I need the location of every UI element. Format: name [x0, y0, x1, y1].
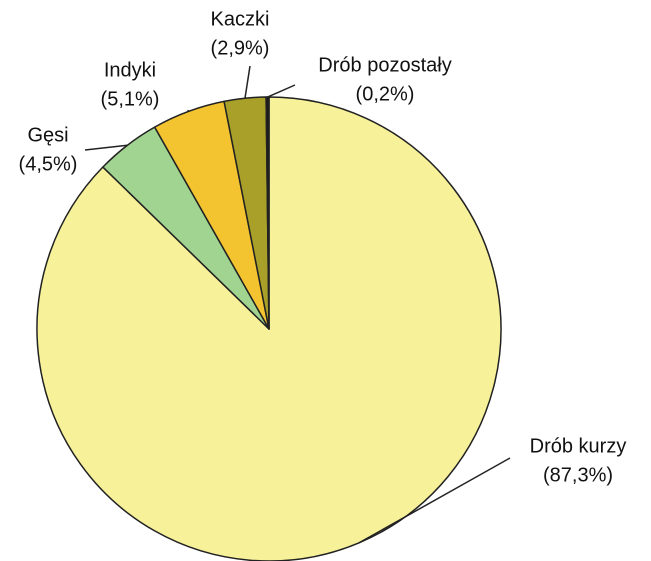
- leader-line: [358, 457, 511, 544]
- value-label: (4,5%): [19, 153, 78, 175]
- value-label: (2,9%): [211, 37, 270, 59]
- leader-line: [267, 84, 296, 98]
- category-label: Gęsi: [27, 124, 68, 146]
- leader-line: [84, 144, 128, 151]
- value-label: (0,2%): [356, 83, 415, 105]
- category-label: Indyki: [104, 59, 156, 81]
- value-label: (5,1%): [101, 88, 160, 110]
- category-label: Drób pozostały: [318, 54, 451, 76]
- value-label: (87,3%): [543, 464, 613, 486]
- category-label: Drób kurzy: [530, 435, 627, 457]
- category-label: Kaczki: [211, 8, 270, 30]
- leader-line: [244, 65, 251, 99]
